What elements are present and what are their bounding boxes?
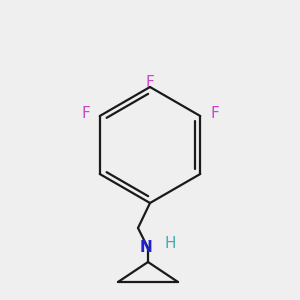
Text: H: H <box>164 236 176 250</box>
Text: N: N <box>140 241 152 256</box>
Text: F: F <box>81 106 90 122</box>
Text: F: F <box>146 75 154 90</box>
Text: F: F <box>210 106 219 122</box>
